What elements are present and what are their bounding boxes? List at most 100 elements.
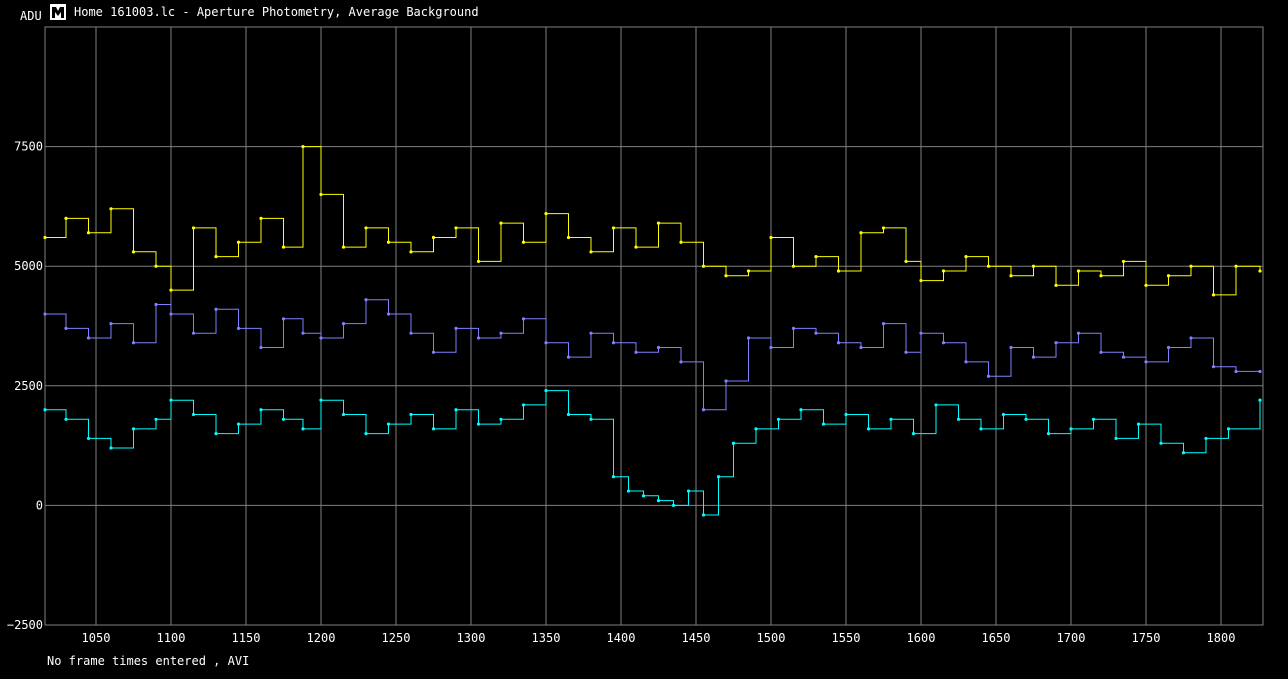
data-point bbox=[521, 240, 526, 244]
data-point bbox=[476, 422, 481, 426]
data-point bbox=[1258, 269, 1262, 273]
grid-lines bbox=[44, 26, 1264, 626]
x-tick-label: 1050 bbox=[82, 631, 111, 645]
data-point bbox=[43, 235, 47, 240]
data-point bbox=[1211, 293, 1216, 297]
data-point bbox=[131, 341, 136, 345]
series-line bbox=[45, 390, 1261, 516]
data-point bbox=[724, 379, 728, 383]
data-point bbox=[1076, 331, 1081, 335]
data-point bbox=[319, 336, 323, 340]
plot-frame bbox=[44, 26, 1264, 626]
data-point bbox=[964, 360, 968, 364]
series-layer bbox=[43, 145, 1262, 517]
x-tick-label: 1300 bbox=[457, 631, 486, 645]
data-point bbox=[386, 422, 391, 426]
data-point bbox=[154, 417, 158, 421]
data-point bbox=[626, 489, 631, 493]
status-text: No frame times entered , AVI bbox=[47, 654, 250, 668]
data-point bbox=[86, 436, 91, 441]
data-point bbox=[881, 226, 886, 230]
data-point bbox=[64, 326, 68, 330]
data-point bbox=[364, 226, 368, 230]
window-title-bar[interactable]: Home 161003.lc - Aperture Photometry, Av… bbox=[50, 3, 479, 21]
data-point bbox=[979, 427, 983, 431]
window-title: Home 161003.lc - Aperture Photometry, Av… bbox=[74, 5, 479, 19]
data-point bbox=[214, 255, 218, 259]
data-point bbox=[301, 331, 305, 335]
data-point bbox=[521, 317, 526, 321]
data-point bbox=[1121, 259, 1126, 264]
data-point bbox=[1226, 427, 1231, 431]
data-point bbox=[1009, 274, 1013, 278]
data-point bbox=[986, 374, 991, 378]
x-tick-label: 1450 bbox=[682, 631, 711, 645]
data-point bbox=[679, 360, 683, 364]
data-point bbox=[904, 350, 908, 354]
x-tick-label: 1550 bbox=[832, 631, 861, 645]
app-logo-icon[interactable] bbox=[50, 4, 66, 20]
data-point bbox=[814, 255, 818, 259]
data-point bbox=[64, 216, 68, 220]
data-point bbox=[1054, 341, 1058, 345]
data-point bbox=[1144, 283, 1148, 287]
data-point bbox=[941, 341, 946, 345]
data-point bbox=[214, 307, 218, 311]
data-point bbox=[881, 322, 886, 326]
data-point bbox=[86, 336, 91, 340]
x-tick-label: 1800 bbox=[1207, 631, 1236, 645]
data-point bbox=[499, 331, 503, 335]
data-point bbox=[431, 235, 436, 240]
data-point bbox=[169, 398, 173, 402]
data-point bbox=[191, 331, 196, 335]
data-point bbox=[1234, 369, 1238, 374]
x-tick-label: 1200 bbox=[307, 631, 336, 645]
data-point bbox=[64, 417, 68, 421]
data-point bbox=[109, 446, 113, 450]
y-tick-label: 5000 bbox=[14, 259, 43, 273]
data-point bbox=[544, 211, 548, 216]
data-point bbox=[656, 345, 661, 350]
data-point bbox=[1166, 345, 1171, 350]
data-point bbox=[476, 336, 481, 340]
data-point bbox=[776, 417, 781, 421]
data-point bbox=[544, 388, 548, 393]
data-point bbox=[1031, 355, 1036, 359]
data-point bbox=[281, 245, 286, 249]
data-point bbox=[911, 432, 916, 436]
data-point bbox=[746, 269, 751, 273]
data-point bbox=[701, 408, 706, 412]
data-point bbox=[1024, 417, 1028, 421]
data-point bbox=[154, 264, 158, 268]
data-point bbox=[1258, 398, 1262, 402]
data-point bbox=[836, 341, 841, 345]
data-point bbox=[499, 221, 503, 225]
data-point bbox=[964, 255, 968, 259]
data-point bbox=[1046, 432, 1051, 436]
data-point bbox=[409, 250, 413, 254]
data-point bbox=[904, 259, 908, 264]
data-point bbox=[341, 412, 346, 417]
data-point bbox=[1099, 274, 1103, 278]
data-point bbox=[386, 240, 391, 244]
data-point bbox=[131, 250, 136, 254]
y-tick-label: 2500 bbox=[14, 379, 43, 393]
data-point bbox=[634, 350, 638, 354]
data-point bbox=[301, 427, 305, 431]
data-point bbox=[131, 427, 136, 431]
data-point bbox=[544, 341, 548, 345]
data-point bbox=[724, 274, 728, 278]
data-point bbox=[1234, 264, 1238, 268]
data-point bbox=[919, 278, 923, 283]
data-point bbox=[611, 341, 616, 345]
data-point bbox=[319, 192, 323, 197]
data-point bbox=[769, 345, 773, 350]
data-point bbox=[259, 345, 263, 350]
data-point bbox=[1099, 350, 1103, 354]
data-point bbox=[454, 408, 458, 412]
x-tick-label: 1500 bbox=[757, 631, 786, 645]
data-point bbox=[941, 269, 946, 273]
data-point bbox=[1258, 369, 1262, 374]
data-point bbox=[386, 312, 391, 316]
